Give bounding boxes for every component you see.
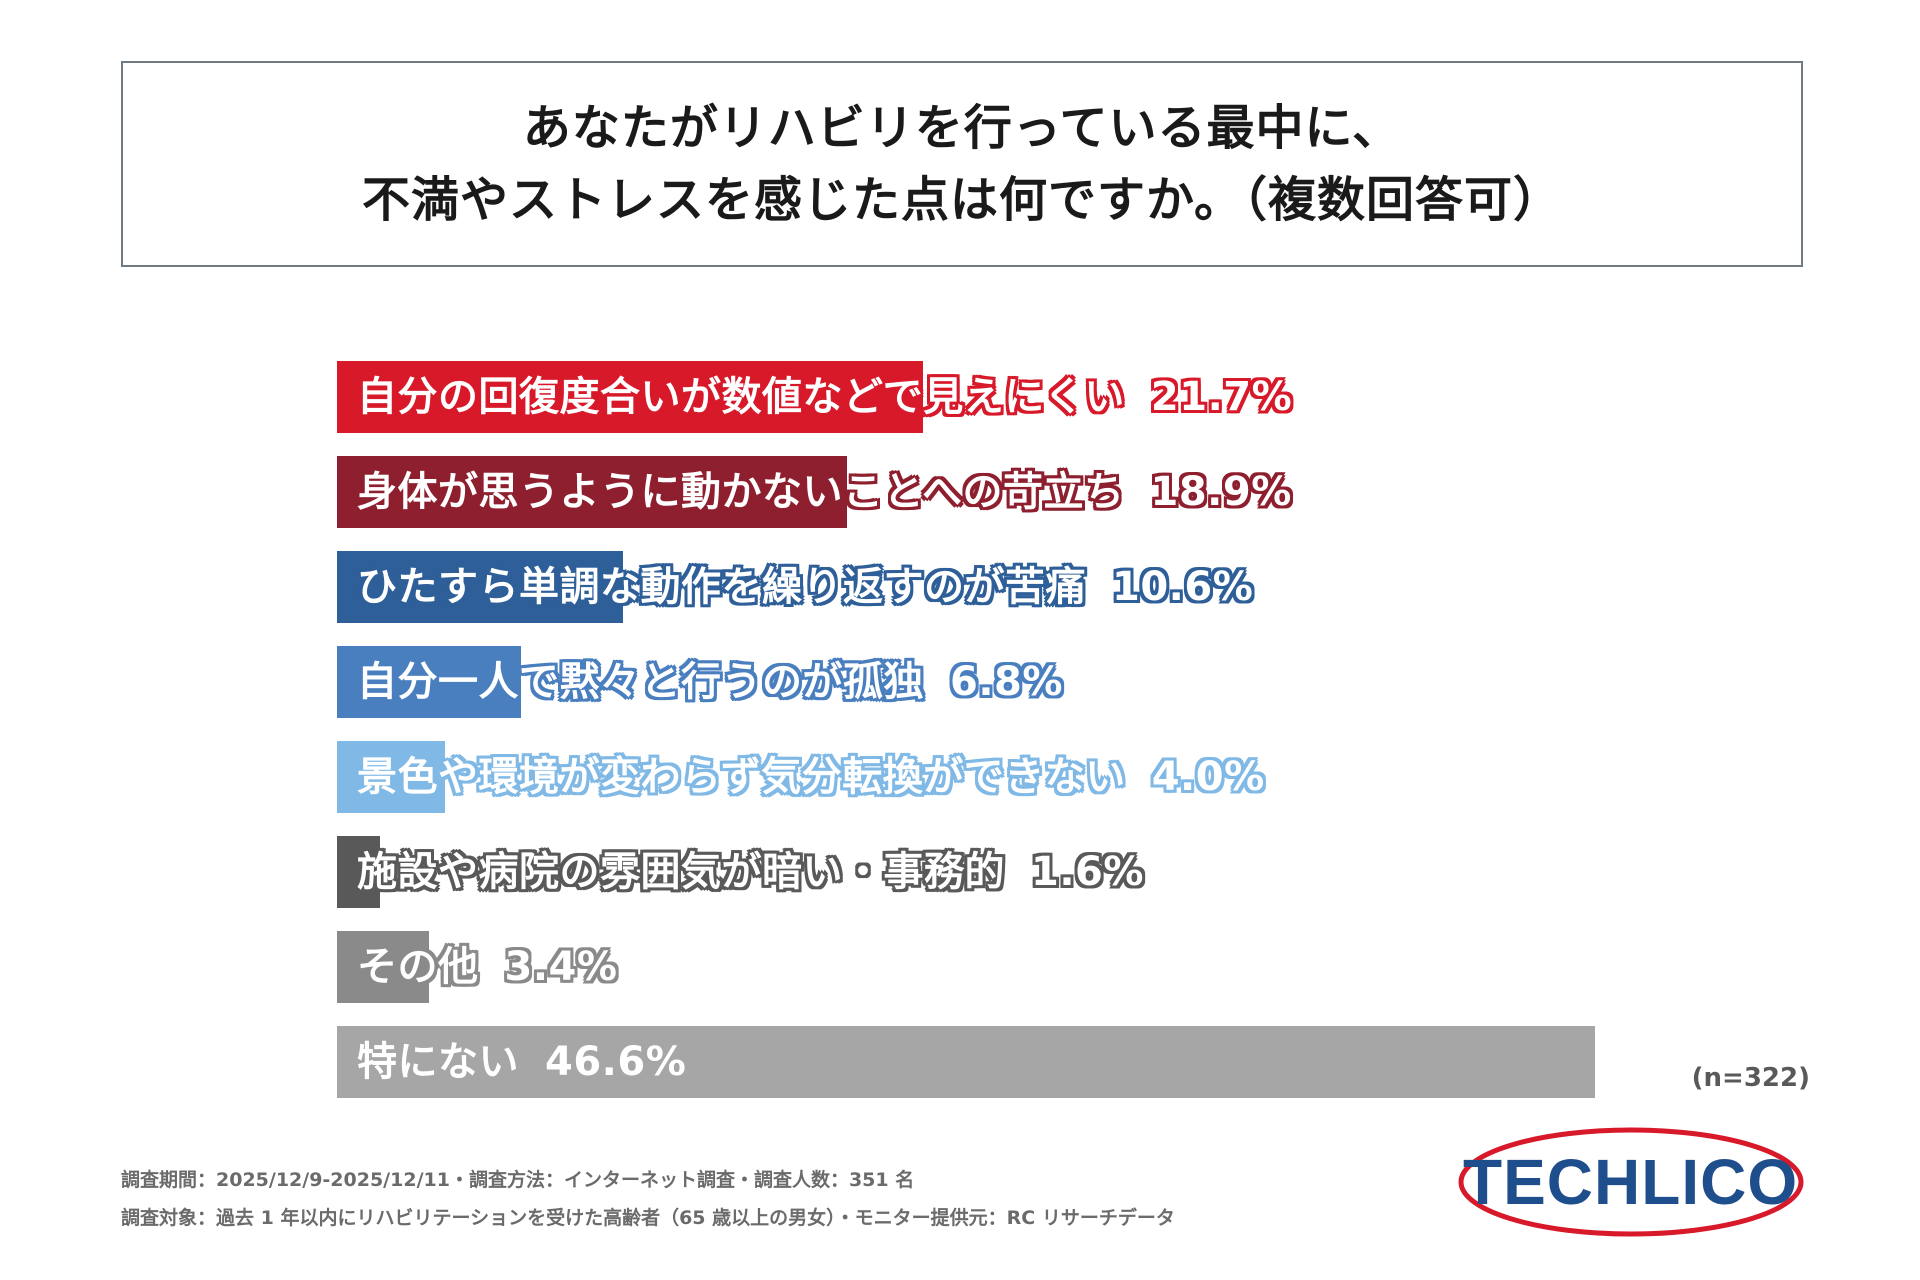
- value-label-3: 10.6%: [1112, 564, 1254, 610]
- value-label-4: 6.8%: [950, 659, 1063, 705]
- bar-8: [337, 1026, 1595, 1098]
- value-label-1: 21.7%: [1150, 374, 1293, 420]
- category-label-7: その他: [357, 944, 479, 990]
- bar-label-8: 特にない 46.6%: [357, 1026, 686, 1098]
- survey-footnote-1: 調査期間：2025/12/9-2025/12/11・調査方法：インターネット調査…: [121, 1169, 915, 1191]
- value-label-6: 1.6%: [1031, 849, 1144, 895]
- bar-1: [337, 361, 923, 433]
- bar-3: [337, 551, 623, 623]
- bar-7: [337, 931, 429, 1003]
- category-label-3: ひたすら単調な動作を繰り返すのが苦痛: [357, 564, 1086, 610]
- chart-title-line-1: あなたがリハビリを行っている最中に、: [522, 100, 1402, 156]
- value-label-5: 4.0%: [1151, 754, 1265, 800]
- bar-label-4: 自分一人で黙々と行うのが孤独 6.8%: [357, 646, 1063, 718]
- bar-label-7: その他 3.4%: [357, 931, 617, 1003]
- logo-text: TECHLICO: [1463, 1146, 1799, 1218]
- bar-label-5: 景色や環境が変わらず気分転換ができない 4.0%: [357, 741, 1265, 813]
- bar-5: [337, 741, 445, 813]
- bar-6: [337, 836, 380, 908]
- company-logo: TECHLICO: [1455, 1122, 1810, 1242]
- bar-label-2: 身体が思うように動かないことへの苛立ち 18.9%: [357, 456, 1292, 528]
- category-label-1: 自分の回復度合いが数値などで見えにくい: [357, 374, 1125, 420]
- chart-title-line-2: 不満やストレスを感じた点は何ですか。（複数回答可）: [361, 172, 1563, 228]
- value-label-8: 46.6%: [545, 1039, 687, 1085]
- title-box: あなたがリハビリを行っている最中に、 不満やストレスを感じた点は何ですか。（複数…: [121, 61, 1803, 267]
- category-label-8: 特にない: [357, 1039, 519, 1085]
- logo-ring-ellipse: [1458, 1127, 1804, 1237]
- sample-size-label: (n=322): [1691, 1063, 1810, 1093]
- value-label-2: 18.9%: [1150, 469, 1292, 515]
- category-label-2: 身体が思うように動かないことへの苛立ち: [357, 469, 1125, 515]
- category-label-5: 景色や環境が変わらず気分転換ができない: [357, 754, 1126, 800]
- bar-label-6: 施設や病院の雰囲気が暗い・事務的 1.6%: [357, 836, 1144, 908]
- bar-4: [337, 646, 521, 718]
- value-label-7: 3.4%: [504, 944, 618, 990]
- bar-2: [337, 456, 847, 528]
- logo-ring: [1458, 1127, 1804, 1237]
- bar-label-3: ひたすら単調な動作を繰り返すのが苦痛 10.6%: [357, 551, 1253, 623]
- category-label-4: 自分一人で黙々と行うのが孤独: [357, 659, 924, 705]
- category-label-6: 施設や病院の雰囲気が暗い・事務的: [357, 849, 1005, 895]
- survey-footnote-2: 調査対象：過去 1 年以内にリハビリテーションを受けた高齢者（65 歳以上の男女…: [121, 1207, 1175, 1229]
- bar-label-1: 自分の回復度合いが数値などで見えにくい 21.7%: [357, 361, 1292, 433]
